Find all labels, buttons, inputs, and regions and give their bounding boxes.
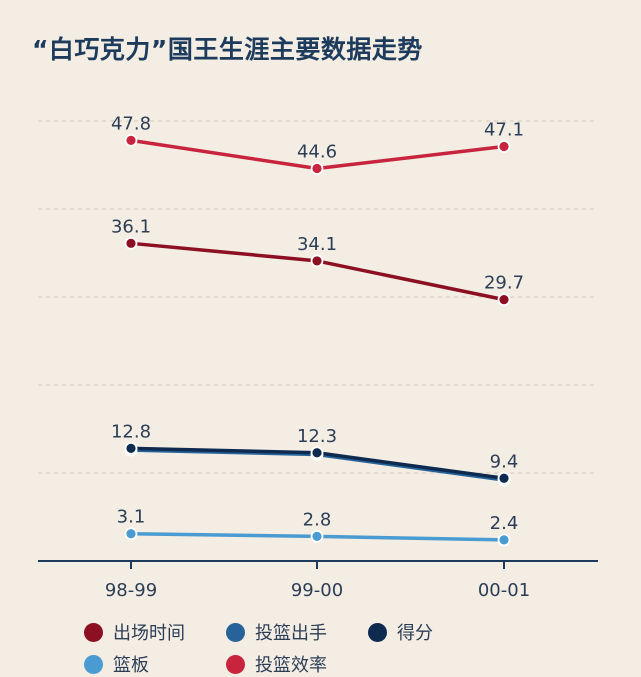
data-label: 12.8 [111, 421, 151, 442]
x-tick-label: 00-01 [478, 580, 530, 601]
data-label: 2.8 [303, 509, 332, 530]
legend-label: 出场时间 [113, 623, 185, 644]
legend-item: 得分 [368, 620, 510, 644]
data-label: 9.4 [490, 451, 519, 472]
data-label: 12.3 [297, 426, 337, 447]
data-point [124, 133, 138, 147]
legend-swatch [368, 622, 387, 642]
legend-swatch [84, 654, 103, 674]
data-point [310, 162, 324, 175]
data-label: 3.1 [117, 507, 146, 528]
x-tick-label: 99-00 [291, 580, 343, 601]
data-point [497, 293, 511, 307]
data-point [497, 140, 511, 153]
legend-item: 投篮效率 [226, 652, 368, 676]
legend: 出场时间 投篮出手 得分篮板 投篮效率 [84, 620, 604, 676]
data-label: 36.1 [111, 216, 151, 237]
data-point [124, 441, 138, 455]
legend-item: 出场时间 [84, 620, 226, 644]
legend-label: 得分 [397, 623, 433, 644]
x-tick-label: 98-99 [105, 580, 157, 601]
legend-item: 投篮出手 [226, 620, 368, 644]
data-label: 47.8 [111, 113, 151, 134]
data-label: 2.4 [490, 513, 519, 534]
data-point [310, 529, 324, 543]
data-label: 47.1 [484, 120, 524, 141]
data-point [497, 533, 511, 547]
data-label: 44.6 [297, 142, 337, 163]
data-point [310, 446, 324, 460]
legend-swatch [84, 622, 103, 642]
data-point [124, 236, 138, 250]
legend-label: 篮板 [113, 655, 149, 676]
chart-title: “白巧克力”国王生涯主要数据走势 [32, 35, 423, 64]
legend-item: 篮板 [84, 652, 226, 676]
legend-swatch [226, 622, 245, 642]
data-label: 34.1 [297, 234, 337, 255]
legend-swatch [226, 654, 245, 674]
data-label: 29.7 [484, 273, 524, 294]
data-point [310, 254, 324, 268]
data-point [497, 471, 511, 485]
data-point [124, 527, 138, 541]
legend-label: 投篮效率 [255, 655, 327, 676]
legend-label: 投篮出手 [255, 623, 327, 644]
